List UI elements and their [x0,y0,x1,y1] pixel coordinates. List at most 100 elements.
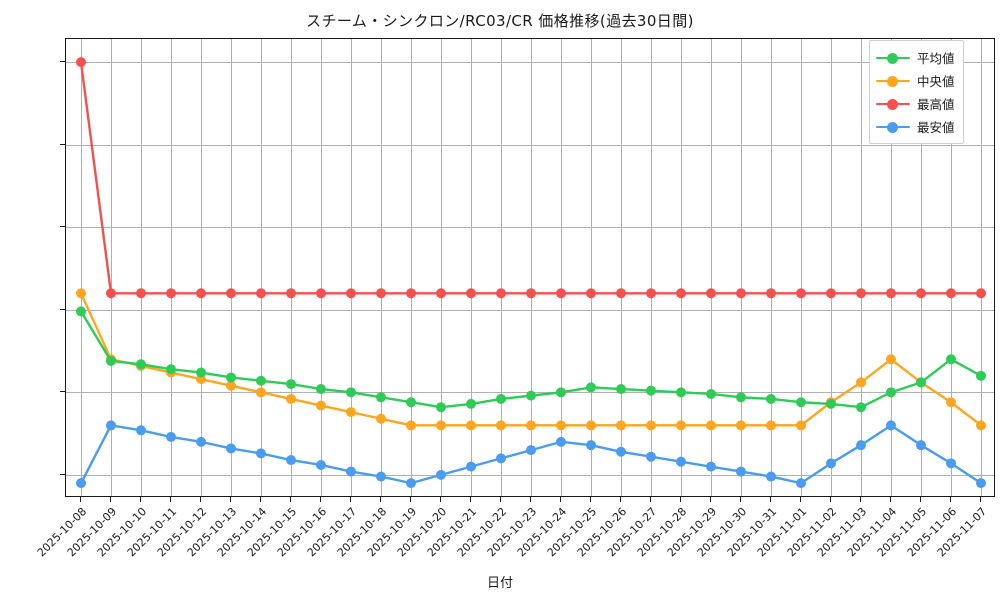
data-point [286,379,296,390]
data-point [526,420,536,431]
data-point [886,387,896,398]
data-point [946,288,956,299]
data-point [316,400,326,411]
data-point [436,420,446,431]
legend-dot [887,75,898,87]
data-point [166,364,176,375]
data-point [166,288,176,299]
legend-label: 最安値 [917,120,955,135]
data-point [856,402,866,413]
data-point [586,420,596,431]
data-point [256,375,266,386]
gridline-horizontal [66,144,994,146]
x-tick-mark [500,497,501,502]
gridline-vertical [831,39,832,496]
chart-title: スチーム・シンクロン/RC03/CR 価格推移(過去30日間) [306,12,694,30]
data-point [526,288,536,299]
data-point [976,420,986,431]
x-tick-mark [320,497,321,502]
x-tick-mark [800,497,801,502]
data-point [706,420,716,431]
y-tick-mark [60,61,65,63]
data-point [676,387,686,398]
data-point [736,392,746,403]
data-point [796,478,806,489]
gridline-vertical [441,39,442,496]
data-point [976,478,986,489]
x-axis-label: 日付 [486,576,513,591]
data-point [766,393,776,404]
x-tick-mark [590,497,591,502]
data-point [496,420,506,431]
data-point [916,377,926,388]
data-point [556,436,566,447]
gridline-horizontal [66,309,994,311]
x-tick-mark [230,497,231,502]
gridline-vertical [261,39,262,496]
legend-item[interactable]: 中央値 [876,69,955,92]
legend-swatch-icon [876,98,910,110]
legend-item[interactable]: 平均値 [876,46,955,69]
data-point [976,370,986,381]
data-point [466,288,476,299]
data-point [526,445,536,456]
data-point [826,458,836,469]
gridline-horizontal [66,227,994,229]
data-point [106,420,116,431]
data-point [226,443,236,454]
data-point [796,397,806,408]
data-point [556,387,566,398]
data-point [346,466,356,477]
series-0 [76,306,986,413]
data-point [586,288,596,299]
y-tick-mark [60,226,65,228]
data-point [646,451,656,462]
data-point [316,384,326,395]
data-point [826,398,836,409]
gridline-vertical [321,39,322,496]
legend-item[interactable]: 最安値 [876,115,955,138]
data-point [196,367,206,378]
data-point [736,466,746,477]
grid-lines [66,39,994,496]
data-point [556,420,566,431]
data-point [106,355,116,366]
data-point [826,288,836,299]
gridline-vertical [171,39,172,496]
data-point [586,440,596,451]
data-point [766,288,776,299]
x-tick-mark [980,497,981,502]
gridline-vertical [381,39,382,496]
gridline-vertical [411,39,412,496]
x-tick-mark [560,497,561,502]
data-point [286,455,296,466]
legend-item[interactable]: 最高値 [876,92,955,115]
data-point [706,288,716,299]
x-tick-mark [80,497,81,502]
legend-dot [887,98,898,110]
data-point [856,440,866,451]
data-point [106,288,116,299]
gridline-vertical [771,39,772,496]
data-point [796,420,806,431]
x-tick-mark [170,497,171,502]
legend-swatch-icon [876,121,910,133]
legend-dot [887,121,898,133]
gridline-horizontal [66,62,994,64]
data-point [436,288,446,299]
data-point [226,380,236,391]
data-point [676,420,686,431]
data-point [496,453,506,464]
data-point [406,420,416,431]
data-point [676,456,686,467]
x-tick-mark [890,497,891,502]
x-tick-mark [920,497,921,502]
x-tick-mark [530,497,531,502]
data-point [886,354,896,365]
data-point [226,372,236,383]
data-point [616,288,626,299]
data-point [526,390,536,401]
data-point [946,397,956,408]
data-point [256,448,266,459]
data-point [976,288,986,299]
